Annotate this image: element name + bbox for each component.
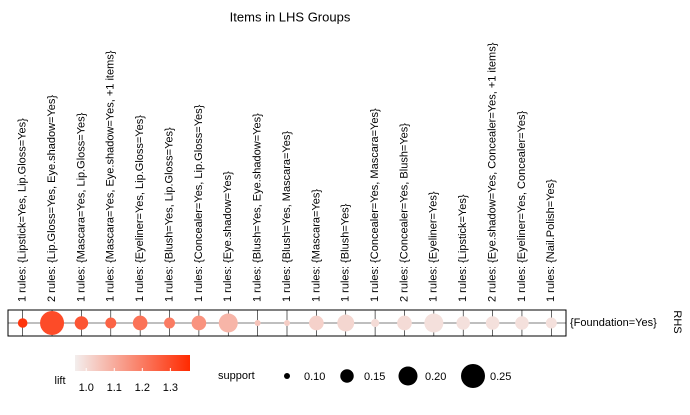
bubble (218, 313, 238, 333)
size-legend-circle (340, 369, 354, 383)
bubble (132, 315, 148, 331)
bubble (284, 320, 290, 326)
bubble (337, 314, 355, 332)
bubble (309, 315, 324, 331)
bubble (74, 316, 89, 330)
bubble (456, 316, 470, 330)
bubble (397, 315, 412, 331)
lhs-label: 1 rules: {Eye.shadow=Yes} (222, 171, 234, 302)
rhs-axis-label: RHS (671, 310, 683, 333)
color-tick-label: 1.3 (163, 382, 178, 394)
bubble (17, 318, 28, 328)
lhs-label: 1 rules: {Eyeliner=Yes} (428, 191, 440, 302)
lhs-label: 1 rules: {Lipstick=Yes, Lip.Gloss=Yes} (17, 118, 29, 302)
color-tick-label: 1.2 (135, 382, 150, 394)
bubble (164, 317, 176, 329)
lhs-label: 1 rules: {Mascara=Yes, Eye.shadow=Yes, +… (105, 50, 117, 302)
lhs-label: 1 rules: {Blush=Yes, Mascara=Yes} (281, 131, 293, 302)
size-legend-title: support (218, 370, 255, 382)
lhs-label: 1 rules: {Mascara=Yes} (310, 189, 322, 302)
color-tick-label: 1.0 (79, 382, 94, 394)
bubble (545, 317, 557, 329)
lhs-label: 1 rules: {Eyeliner=Yes, Concealer=Yes} (516, 110, 528, 302)
lhs-label: 1 rules: {Lipstick=Yes} (457, 194, 469, 302)
color-tick-label: 1.1 (107, 382, 122, 394)
lhs-label: 2 rules: {Eye.shadow=Yes, Concealer=Yes,… (486, 42, 498, 302)
bubble (485, 316, 500, 330)
lhs-label: 1 rules: {Mascara=Yes, Lip.Gloss=Yes} (75, 112, 87, 302)
size-legend-label: 0.25 (490, 371, 511, 383)
color-bar (75, 355, 190, 371)
lhs-label: 1 rules: {Nail.Polish=Yes} (545, 179, 557, 302)
size-legend-label: 0.15 (364, 371, 385, 383)
lhs-label: 1 rules: {Concealer=Yes, Mascara=Yes} (369, 108, 381, 302)
size-legend-circle (284, 373, 290, 379)
color-legend-title: lift (55, 375, 66, 387)
lhs-label: 1 rules: {Blush=Yes} (340, 203, 352, 302)
lhs-label: 1 rules: {Eyeliner=Yes, Lip.Gloss=Yes} (134, 115, 146, 302)
bubble (254, 320, 261, 326)
size-legend-circle (461, 364, 485, 388)
lhs-label: 1 rules: {Concealer=Yes, Lip.Gloss=Yes} (193, 104, 205, 302)
size-legend-circle (398, 366, 418, 386)
rhs-label: {Foundation=Yes} (570, 317, 657, 329)
size-legend-label: 0.10 (304, 371, 325, 383)
lhs-label: 2 rules: {Concealer=Yes, Blush=Yes} (398, 123, 410, 302)
lhs-label: 2 rules: {Lip.Gloss=Yes, Eye.shadow=Yes} (46, 95, 58, 302)
bubble (424, 313, 444, 333)
lhs-label: 1 rules: {Blush=Yes, Lip.Gloss=Yes} (163, 127, 175, 302)
bubble (40, 311, 65, 335)
bubble (191, 315, 207, 331)
bubble (515, 316, 529, 330)
bubble (105, 317, 117, 329)
bubble (371, 318, 380, 328)
chart-title: Items in LHS Groups (230, 9, 351, 24)
size-legend-label: 0.20 (425, 371, 446, 383)
lhs-label: 1 rules: {Blush=Yes, Eye.shadow=Yes} (252, 113, 264, 302)
